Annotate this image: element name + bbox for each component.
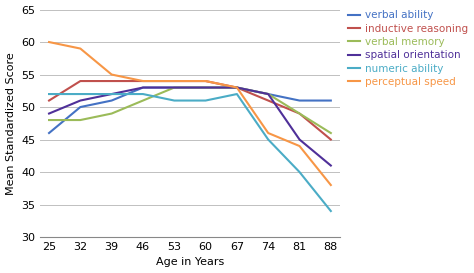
X-axis label: Age in Years: Age in Years [156, 257, 224, 268]
Line: spatial orientation: spatial orientation [49, 88, 331, 165]
perceptual speed [172, 79, 177, 83]
verbal ability [203, 86, 209, 89]
spatial orientation [265, 92, 271, 96]
verbal memory [265, 92, 271, 96]
verbal memory [328, 131, 334, 135]
perceptual speed [140, 79, 146, 83]
verbal memory [140, 99, 146, 102]
inductive reasoning [328, 138, 334, 141]
numeric ability [46, 92, 52, 96]
Line: perceptual speed: perceptual speed [49, 42, 331, 185]
numeric ability [297, 170, 302, 174]
spatial orientation [46, 112, 52, 115]
verbal ability [78, 105, 83, 109]
perceptual speed [328, 183, 334, 187]
inductive reasoning [297, 112, 302, 115]
verbal memory [203, 86, 209, 89]
spatial orientation [203, 86, 209, 89]
verbal ability [46, 131, 52, 135]
numeric ability [109, 92, 115, 96]
spatial orientation [78, 99, 83, 102]
Line: verbal ability: verbal ability [49, 88, 331, 133]
verbal memory [78, 118, 83, 122]
perceptual speed [78, 47, 83, 50]
spatial orientation [297, 138, 302, 141]
verbal memory [172, 86, 177, 89]
Line: numeric ability: numeric ability [49, 94, 331, 211]
perceptual speed [297, 144, 302, 148]
perceptual speed [265, 131, 271, 135]
numeric ability [234, 92, 240, 96]
numeric ability [328, 209, 334, 213]
Line: verbal memory: verbal memory [49, 88, 331, 133]
verbal ability [172, 86, 177, 89]
spatial orientation [328, 164, 334, 167]
verbal ability [109, 99, 115, 102]
spatial orientation [109, 92, 115, 96]
verbal memory [109, 112, 115, 115]
verbal ability [140, 86, 146, 89]
spatial orientation [140, 86, 146, 89]
inductive reasoning [78, 79, 83, 83]
verbal ability [265, 92, 271, 96]
inductive reasoning [140, 79, 146, 83]
verbal ability [297, 99, 302, 102]
verbal memory [46, 118, 52, 122]
Y-axis label: Mean Standardized Score: Mean Standardized Score [6, 52, 16, 195]
numeric ability [265, 138, 271, 141]
verbal memory [297, 112, 302, 115]
Line: inductive reasoning: inductive reasoning [49, 81, 331, 140]
inductive reasoning [265, 99, 271, 102]
Legend: verbal ability, inductive reasoning, verbal memory, spatial orientation, numeric: verbal ability, inductive reasoning, ver… [348, 10, 468, 87]
verbal ability [234, 86, 240, 89]
perceptual speed [203, 79, 209, 83]
spatial orientation [234, 86, 240, 89]
spatial orientation [172, 86, 177, 89]
verbal memory [234, 86, 240, 89]
perceptual speed [46, 40, 52, 44]
inductive reasoning [203, 79, 209, 83]
perceptual speed [109, 73, 115, 76]
perceptual speed [234, 86, 240, 89]
numeric ability [78, 92, 83, 96]
numeric ability [140, 92, 146, 96]
inductive reasoning [234, 86, 240, 89]
inductive reasoning [46, 99, 52, 102]
verbal ability [328, 99, 334, 102]
numeric ability [172, 99, 177, 102]
inductive reasoning [109, 79, 115, 83]
inductive reasoning [172, 79, 177, 83]
numeric ability [203, 99, 209, 102]
